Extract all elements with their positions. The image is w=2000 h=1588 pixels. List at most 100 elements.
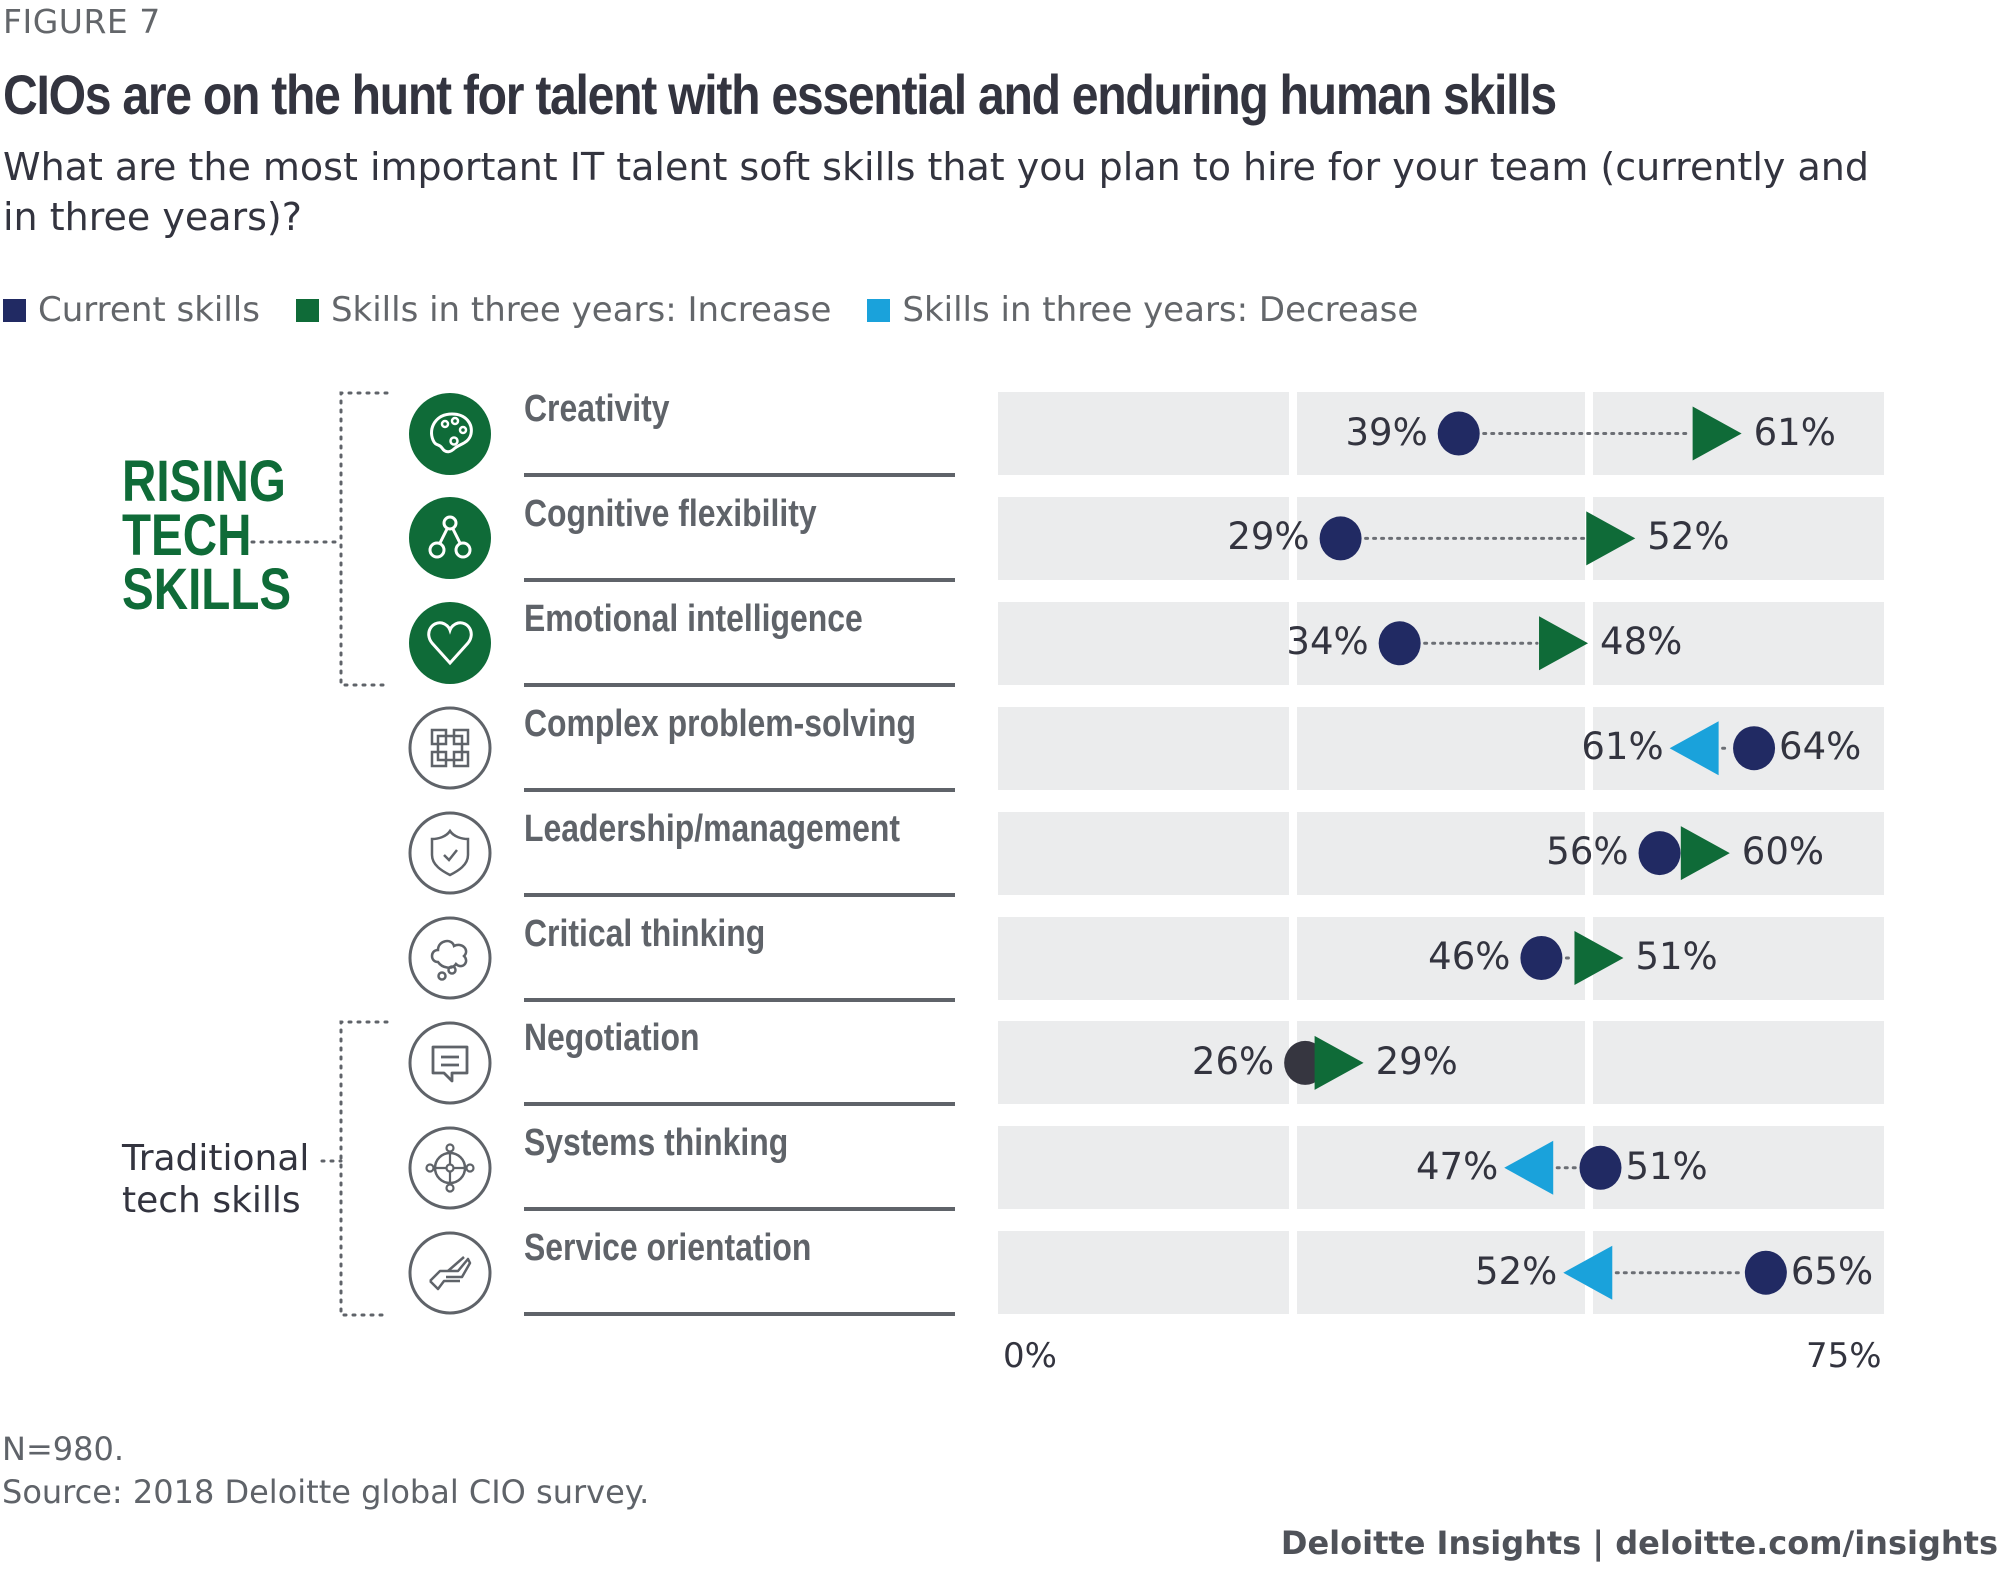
track-segment bbox=[1593, 601, 1884, 685]
legend-swatch-increase bbox=[295, 298, 319, 322]
sample-size-note: N=980. bbox=[2, 1430, 124, 1468]
track-segment bbox=[998, 601, 1289, 685]
current-value-label: 29% bbox=[1227, 515, 1310, 559]
skill-divider bbox=[524, 1312, 955, 1317]
current-dot bbox=[1378, 621, 1421, 666]
future-value-label: 61% bbox=[1581, 725, 1664, 769]
decrease-triangle bbox=[1504, 1140, 1554, 1195]
future-value-label: 60% bbox=[1741, 830, 1825, 874]
future-value-label: 52% bbox=[1475, 1249, 1558, 1293]
current-dot bbox=[1437, 411, 1480, 456]
skill-label: Creativity bbox=[524, 388, 670, 430]
skill-divider bbox=[524, 682, 955, 687]
rising-bracket bbox=[339, 391, 389, 687]
rising-tech-skills-label: RISING TECH SKILLS bbox=[122, 449, 292, 622]
legend-swatch-current bbox=[3, 298, 26, 322]
track-segment bbox=[998, 706, 1289, 790]
future-value-label: 47% bbox=[1415, 1144, 1499, 1188]
track-segment bbox=[1593, 1021, 1884, 1105]
figure-label: FIGURE 7 bbox=[3, 2, 161, 41]
skill-label: Complex problem-solving bbox=[524, 702, 916, 745]
row-marks bbox=[1669, 721, 1776, 776]
row-marks bbox=[1563, 1245, 1787, 1300]
puzzle-grid-icon bbox=[408, 706, 492, 790]
row-marks bbox=[1378, 616, 1589, 671]
globe-nodes-icon bbox=[408, 1126, 492, 1210]
track-segment bbox=[1297, 811, 1585, 895]
legend-swatch-decrease bbox=[867, 298, 891, 322]
footer-credit: Deloitte Insights | deloitte.com/insight… bbox=[1280, 1524, 1998, 1562]
decrease-triangle bbox=[1563, 1245, 1613, 1300]
skill-divider bbox=[524, 787, 955, 792]
current-value-label: 64% bbox=[1779, 725, 1862, 769]
future-value-label: 48% bbox=[1600, 620, 1683, 664]
legend-label-decrease: Skills in three years: Decrease bbox=[902, 290, 1419, 330]
row-marks bbox=[1437, 406, 1742, 461]
speech-bubble-icon bbox=[408, 1021, 492, 1105]
current-dot bbox=[1319, 516, 1362, 561]
skill-label: Cognitive flexibility bbox=[524, 492, 817, 535]
row-marks bbox=[1284, 1035, 1364, 1090]
track-segment bbox=[998, 392, 1289, 475]
skill-label: Systems thinking bbox=[524, 1122, 789, 1165]
current-dot bbox=[1744, 1250, 1787, 1295]
skill-label: Leadership/management bbox=[524, 807, 901, 850]
x-tick-max: 75% bbox=[1806, 1336, 1882, 1376]
increase-triangle bbox=[1574, 931, 1624, 985]
track-segment bbox=[1593, 1126, 1884, 1210]
skill-divider bbox=[524, 1102, 955, 1107]
chart-title: CIOs are on the hunt for talent with ess… bbox=[3, 63, 1557, 126]
source-note: Source: 2018 Deloitte global CIO survey. bbox=[2, 1473, 650, 1511]
increase-triangle bbox=[1586, 511, 1636, 566]
current-value-label: 46% bbox=[1428, 935, 1511, 978]
current-value-label: 65% bbox=[1790, 1249, 1874, 1293]
legend-item-decrease: Skills in three years: Decrease bbox=[867, 290, 1418, 330]
legend-item-current: Current skills bbox=[3, 290, 260, 330]
current-value-label: 51% bbox=[1625, 1144, 1708, 1188]
x-tick-min: 0% bbox=[1003, 1336, 1057, 1376]
skill-label: Critical thinking bbox=[524, 912, 766, 955]
increase-triangle bbox=[1692, 406, 1742, 461]
legend-label-increase: Skills in three years: Increase bbox=[330, 290, 832, 330]
traditional-tech-skills-label: Traditional tech skills bbox=[122, 1138, 310, 1221]
increase-triangle bbox=[1539, 616, 1589, 671]
legend-item-increase: Skills in three years: Increase bbox=[295, 290, 832, 330]
track-segment bbox=[998, 1231, 1289, 1315]
traditional-bracket bbox=[339, 1020, 389, 1317]
track-segment bbox=[1297, 706, 1585, 790]
palette-icon bbox=[409, 392, 491, 475]
shield-check-icon bbox=[408, 811, 492, 895]
current-dot bbox=[1579, 1145, 1622, 1190]
current-dot bbox=[1520, 936, 1563, 980]
track-segment bbox=[998, 916, 1289, 1000]
future-value-label: 51% bbox=[1635, 935, 1718, 978]
track-segment bbox=[998, 1021, 1289, 1105]
skill-divider bbox=[524, 1207, 955, 1212]
future-value-label: 61% bbox=[1753, 410, 1836, 454]
skill-label: Negotiation bbox=[524, 1017, 700, 1060]
future-value-label: 29% bbox=[1375, 1039, 1458, 1083]
legend: Current skills Skills in three years: In… bbox=[3, 290, 1454, 330]
thought-cloud-icon bbox=[408, 916, 492, 1000]
increase-triangle bbox=[1680, 826, 1730, 881]
row-marks bbox=[1520, 931, 1624, 985]
row-marks bbox=[1638, 826, 1730, 881]
track-segment bbox=[1593, 496, 1884, 580]
skill-divider bbox=[524, 997, 955, 1002]
current-value-label: 34% bbox=[1286, 620, 1369, 664]
helping-hand-icon bbox=[408, 1231, 492, 1315]
chart-subtitle: What are the most important IT talent so… bbox=[3, 145, 1869, 239]
skill-divider bbox=[524, 473, 955, 477]
legend-label-current: Current skills bbox=[38, 290, 260, 330]
skill-label: Service orientation bbox=[524, 1227, 812, 1270]
network-nodes-icon bbox=[409, 497, 491, 580]
skill-label: Emotional intelligence bbox=[524, 597, 863, 640]
decrease-triangle bbox=[1669, 721, 1719, 776]
skill-divider bbox=[524, 577, 955, 582]
current-value-label: 39% bbox=[1345, 410, 1428, 454]
track-segment bbox=[998, 811, 1289, 895]
row-marks bbox=[1504, 1140, 1622, 1195]
current-value-label: 56% bbox=[1546, 830, 1629, 874]
